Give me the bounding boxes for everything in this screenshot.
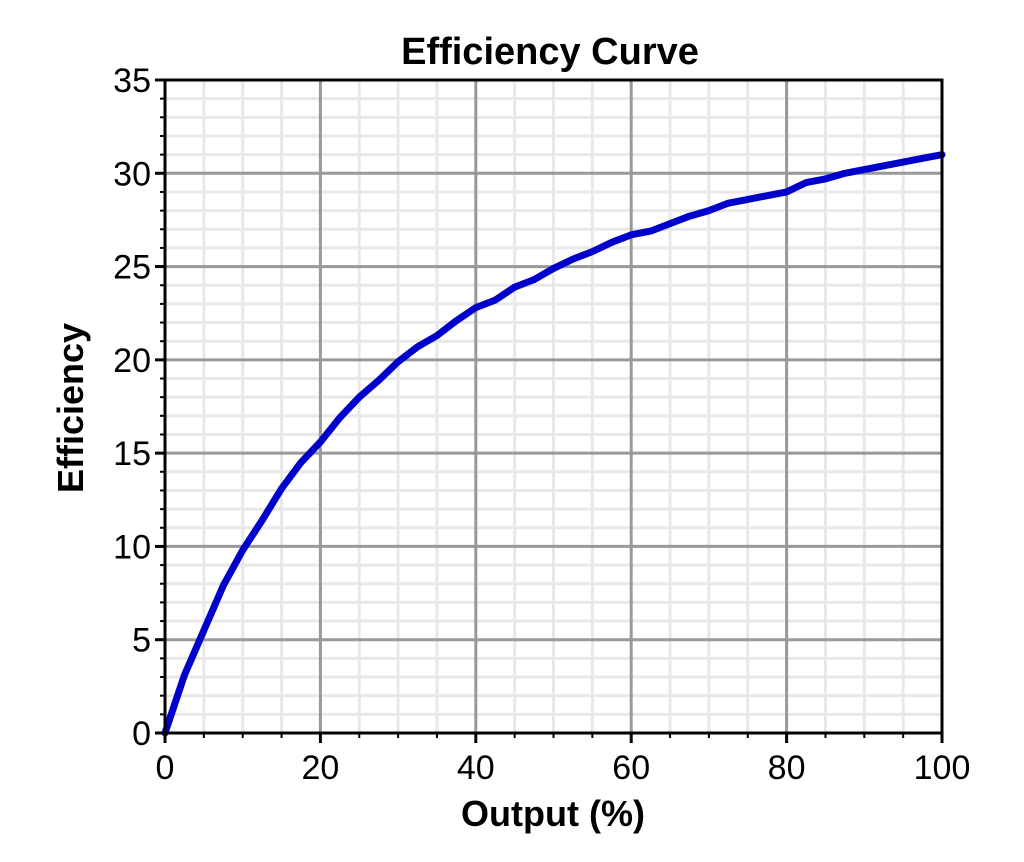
major-grid bbox=[165, 80, 942, 733]
y-tick-label: 25 bbox=[113, 249, 151, 287]
x-tick-label: 60 bbox=[612, 749, 650, 787]
series-line-1 bbox=[161, 151, 946, 737]
x-tick-label: 80 bbox=[768, 749, 806, 787]
y-tick-label: 20 bbox=[113, 342, 151, 380]
minor-grid bbox=[165, 80, 942, 733]
y-tick-label: 15 bbox=[113, 435, 151, 473]
y-tick-label: 0 bbox=[132, 715, 151, 753]
series-layer bbox=[161, 151, 946, 737]
chart-title: Efficiency Curve bbox=[401, 31, 699, 73]
x-tick-label: 0 bbox=[156, 749, 175, 787]
x-tick-label: 100 bbox=[914, 749, 971, 787]
x-tick-label: 40 bbox=[457, 749, 495, 787]
y-tick-label: 30 bbox=[113, 155, 151, 193]
tick-labels: 0 20 40 60 80 100 0 5 10 15 20 25 30 35 bbox=[113, 62, 970, 787]
x-tick-label: 20 bbox=[301, 749, 339, 787]
x-axis-label: Output (%) bbox=[461, 793, 645, 834]
y-tick-label: 35 bbox=[113, 62, 151, 100]
y-tick-label: 5 bbox=[132, 622, 151, 660]
ticks bbox=[155, 78, 944, 743]
y-tick-label: 10 bbox=[113, 528, 151, 566]
y-axis-label: Efficiency bbox=[50, 323, 91, 493]
